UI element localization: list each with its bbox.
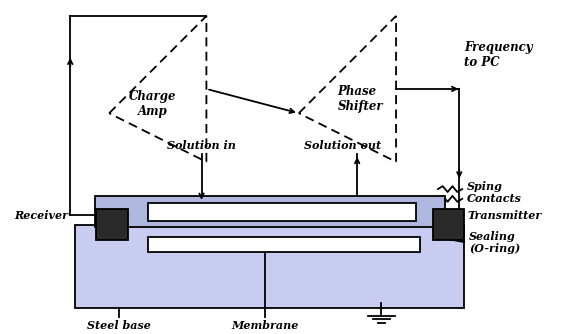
- Bar: [75, 225, 464, 308]
- Text: Solution out: Solution out: [304, 140, 381, 151]
- Text: Contacts: Contacts: [467, 193, 522, 204]
- Text: Charge
Amp: Charge Amp: [129, 90, 177, 118]
- Text: Sealing
(O-ring): Sealing (O-ring): [469, 231, 521, 255]
- Text: Transmitter: Transmitter: [467, 210, 541, 221]
- Bar: [148, 237, 420, 252]
- Bar: [94, 196, 445, 227]
- Text: Frequency
to PC: Frequency to PC: [464, 41, 533, 69]
- Text: Phase
Shifter: Phase Shifter: [338, 85, 383, 113]
- Bar: [97, 208, 127, 240]
- Text: Steel base: Steel base: [87, 320, 151, 331]
- Text: Receiver: Receiver: [14, 210, 68, 221]
- Text: Sping: Sping: [467, 181, 503, 192]
- Bar: [433, 208, 464, 240]
- Text: Membrane: Membrane: [231, 320, 298, 331]
- Bar: [148, 203, 416, 221]
- Text: Solution in: Solution in: [167, 140, 236, 151]
